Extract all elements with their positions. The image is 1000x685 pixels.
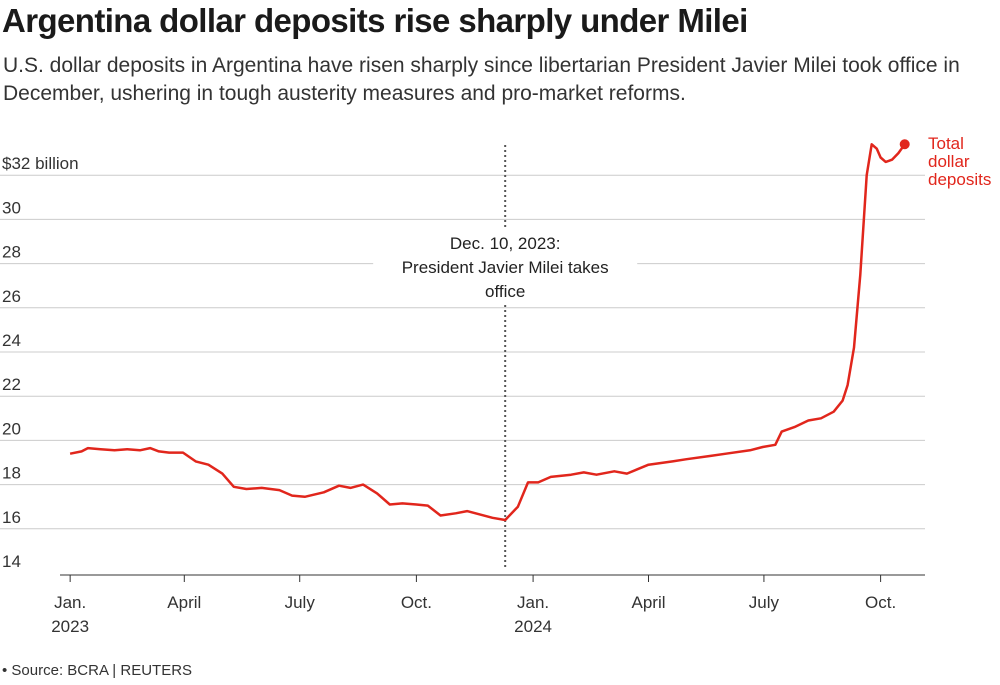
- y-tick-label: 16: [2, 508, 21, 527]
- x-tick-label: 2023: [51, 617, 89, 636]
- y-tick-label: 28: [2, 243, 21, 262]
- x-tick-label: Jan.: [54, 593, 86, 612]
- grid-lines: [0, 174, 925, 530]
- y-tick-label: 14: [2, 552, 21, 571]
- x-tick-label: Jan.: [517, 593, 549, 612]
- x-tick-label: Oct.: [401, 593, 432, 612]
- x-axis: Jan. 2023 April July Oct. Jan. 2024 April July Oc…: [51, 574, 925, 636]
- y-tick-label: 26: [2, 287, 21, 306]
- chart-title: Argentina dollar deposits rise sharply u…: [2, 2, 748, 39]
- series-end-dot: [899, 139, 910, 150]
- x-tick-label: April: [631, 593, 665, 612]
- y-tick-label: 20: [2, 419, 21, 438]
- x-tick-label: Oct.: [865, 593, 896, 612]
- x-tick-label: April: [167, 593, 201, 612]
- source-note: • Source: BCRA | REUTERS: [2, 662, 193, 679]
- series-layer: [69, 139, 910, 522]
- series-label-text: dollar: [928, 152, 970, 171]
- annotation-backdrop: [373, 230, 638, 302]
- y-tick-label: 18: [2, 464, 21, 483]
- y-tick-label: $32 billion: [2, 154, 79, 173]
- y-tick-label: 22: [2, 375, 21, 394]
- series-line: [69, 143, 906, 522]
- series-label-text: deposits: [928, 170, 991, 189]
- annotation-text: President Javier Milei takes: [402, 258, 609, 277]
- y-tick-label: 24: [2, 331, 21, 350]
- y-axis-labels: 14 16 18 20 22 24 26 28 30 $32 billion: [2, 154, 79, 571]
- annotation-text: Dec. 10, 2023:: [450, 234, 561, 253]
- annotation: Dec. 10, 2023: President Javier Milei tak…: [373, 145, 638, 570]
- y-tick-label: 30: [2, 198, 21, 217]
- series-label-text: Total: [928, 134, 964, 153]
- chart-subtitle: U.S. dollar deposits in Argentina have r…: [3, 54, 960, 105]
- x-tick-label: July: [749, 593, 780, 612]
- x-tick-label: July: [285, 593, 316, 612]
- x-tick-label: 2024: [514, 617, 552, 636]
- annotation-text: office: [485, 282, 525, 301]
